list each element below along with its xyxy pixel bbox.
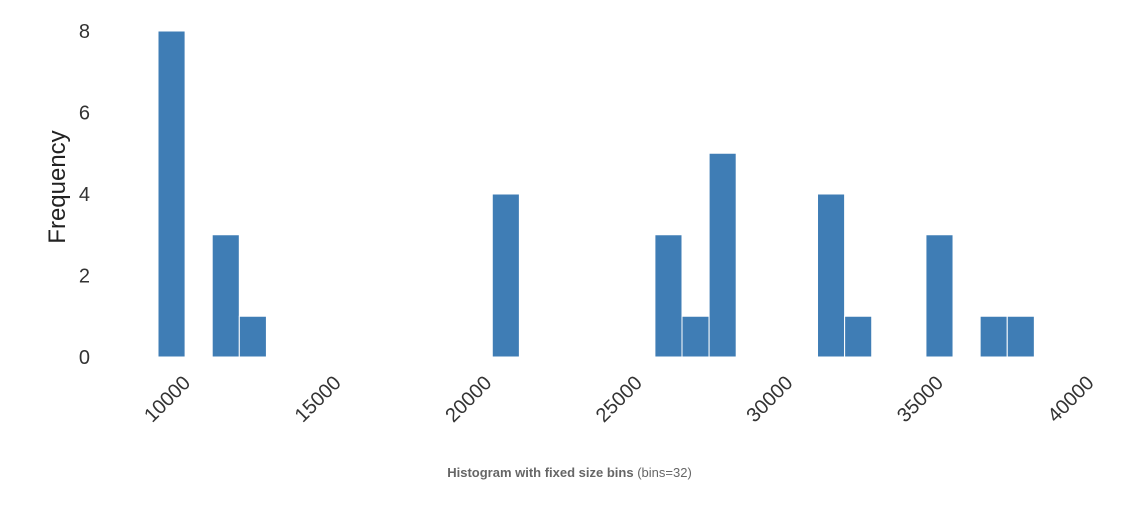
x-tick-label: 15000 [291, 372, 346, 427]
y-axis-title: Frequency [44, 130, 71, 243]
x-tick-label: 35000 [893, 372, 948, 427]
y-tick-label: 2 [79, 266, 90, 288]
histogram-bar [238, 315, 267, 358]
histogram-bar [1006, 315, 1035, 358]
x-tick-label: 20000 [441, 372, 496, 427]
histogram-bar [681, 315, 710, 358]
histogram-bar [708, 152, 737, 358]
x-tick-label: 25000 [592, 372, 647, 427]
y-tick-label: 6 [79, 103, 90, 125]
caption-title: Histogram with fixed size bins [447, 465, 634, 480]
histogram-chart: 10000 15000 20000 25000 30000 35000 40000 0 2 4 6… [44, 21, 1099, 427]
x-tick-label: 30000 [742, 372, 797, 427]
histogram-bar [844, 315, 873, 358]
chart-caption: Histogram with fixed size bins (bins=32) [0, 465, 1139, 480]
y-tick-label: 0 [79, 347, 90, 369]
histogram-bar [979, 315, 1008, 358]
histogram-bar [654, 234, 683, 358]
x-axis-ticks: 10000 15000 20000 25000 30000 35000 40000 [140, 372, 1098, 427]
y-tick-label: 4 [79, 184, 90, 206]
histogram-bar [491, 193, 520, 358]
caption-bins: (bins=32) [637, 465, 692, 480]
x-tick-label: 40000 [1044, 372, 1099, 427]
x-tick-label: 10000 [140, 372, 195, 427]
y-axis-ticks: 0 2 4 6 8 [79, 21, 90, 369]
histogram-bar [211, 234, 240, 358]
histogram-bar [817, 193, 846, 358]
y-tick-label: 8 [79, 21, 90, 43]
histogram-bar [157, 30, 186, 358]
bars-group [157, 30, 1035, 358]
histogram-bar [925, 234, 954, 358]
